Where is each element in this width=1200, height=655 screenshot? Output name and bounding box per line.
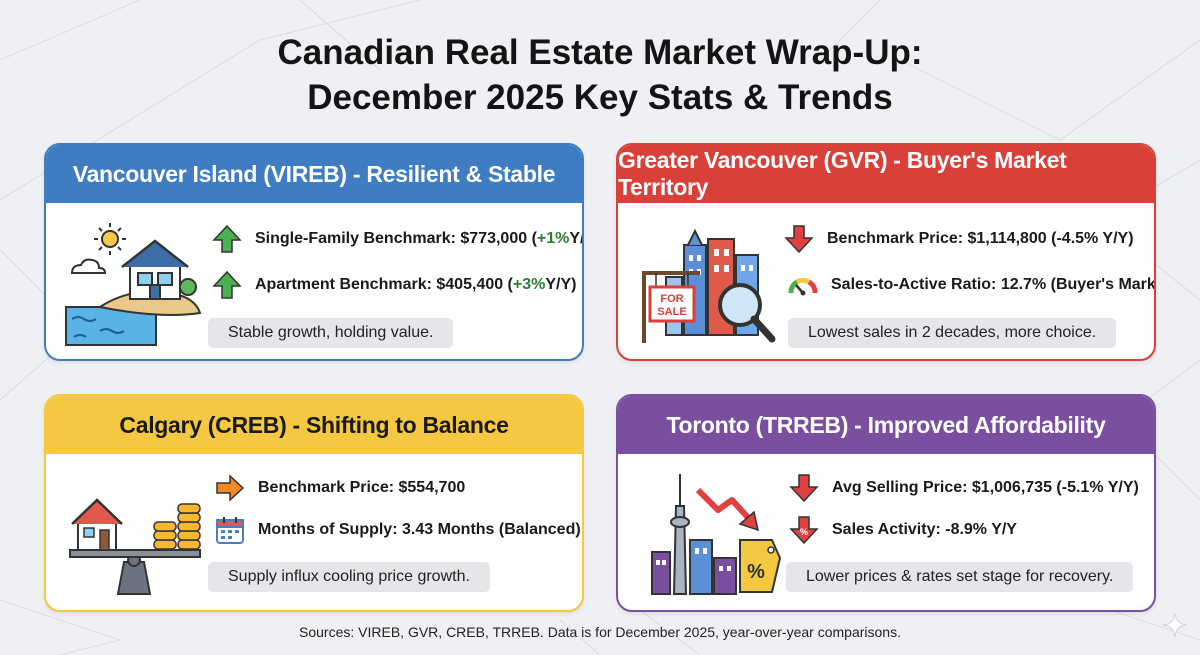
vireb-note: Stable growth, holding value. [208, 318, 454, 348]
title-line-1: Canadian Real Estate Market Wrap-Up: [277, 33, 923, 72]
trreb-stat-sales: % Sales Activity: -8.9% Y/Y [788, 514, 1017, 546]
card-header-gvr: Greater Vancouver (GVR) - Buyer's Market… [618, 145, 1154, 203]
svg-text:%: % [800, 527, 808, 537]
toronto-skyline-icon: % [651, 474, 782, 595]
creb-stat-benchmark: Benchmark Price: $554,700 [214, 472, 465, 504]
vireb-stat-apartment: Apartment Benchmark: $405,400 (+3% Y/Y) [211, 269, 576, 301]
page-title: Canadian Real Estate Market Wrap-Up: Dec… [0, 30, 1200, 120]
down-arrow-icon [789, 474, 819, 503]
title-line-2: December 2025 Key Stats & Trends [307, 78, 893, 117]
svg-text:%: % [747, 561, 765, 583]
trreb-stat2-text: Sales Activity: -8.9% Y/Y [832, 521, 1017, 538]
sign-line-2: SALE [657, 306, 686, 318]
down-arrow-percent-icon: % [789, 516, 819, 545]
gvr-note: Lowest sales in 2 decades, more choice. [788, 318, 1117, 348]
creb-stat-supply: Months of Supply: 3.43 Months (Balanced) [214, 514, 581, 546]
gvr-stat-benchmark: Benchmark Price: $1,114,800 (-4.5% Y/Y) [783, 223, 1134, 255]
card-header-creb: Calgary (CREB) - Shifting to Balance [46, 396, 582, 454]
calendar-icon [216, 517, 244, 544]
sign-line-1: FOR [660, 293, 683, 305]
right-arrow-icon [216, 474, 245, 502]
creb-stat2-text: Months of Supply: 3.43 Months (Balanced) [258, 521, 581, 538]
card-header-trreb: Toronto (TRREB) - Improved Affordability [618, 396, 1154, 454]
vireb-stat1-label: Single-Family Benchmark: $773,000 ( [255, 230, 537, 247]
island-house-icon [65, 223, 202, 346]
card-gvr: Greater Vancouver (GVR) - Buyer's Market… [616, 143, 1156, 361]
gvr-stat1-text: Benchmark Price: $1,114,800 (-4.5% Y/Y) [827, 230, 1134, 247]
for-sale-city-icon: FOR SALE [642, 228, 776, 343]
card-trreb: Toronto (TRREB) - Improved Affordability… [616, 394, 1156, 612]
creb-note: Supply influx cooling price growth. [208, 562, 490, 592]
vireb-stat1-change: +1% [536, 230, 570, 247]
up-arrow-icon [212, 224, 242, 253]
gvr-stat2-text: Sales-to-Active Ratio: 12.7% (Buyer's Ma… [831, 276, 1156, 293]
vireb-stat2-change: +3% [512, 276, 546, 293]
balance-scale-icon [69, 498, 201, 595]
card-creb: Calgary (CREB) - Shifting to Balance Ben… [44, 394, 584, 612]
vireb-stat-single-family: Single-Family Benchmark: $773,000 (+1% Y… [211, 223, 584, 255]
gvr-stat-ratio: Sales-to-Active Ratio: 12.7% (Buyer's Ma… [783, 269, 1156, 301]
down-arrow-icon [784, 225, 814, 254]
trreb-stat-price: Avg Selling Price: $1,006,735 (-5.1% Y/Y… [788, 472, 1139, 504]
up-arrow-icon [212, 270, 242, 299]
sources-footnote: Sources: VIREB, GVR, CREB, TRREB. Data i… [299, 624, 901, 640]
sparkle-icon [1162, 612, 1188, 638]
vireb-stat1-suffix: Y/Y) [569, 230, 584, 247]
trreb-note: Lower prices & rates set stage for recov… [786, 562, 1134, 592]
gauge-icon [788, 277, 818, 296]
vireb-stat2-suffix: Y/Y) [545, 276, 577, 293]
creb-stat1-text: Benchmark Price: $554,700 [258, 479, 466, 496]
vireb-stat2-label: Apartment Benchmark: $405,400 ( [255, 276, 513, 293]
trreb-stat1-text: Avg Selling Price: $1,006,735 (-5.1% Y/Y… [832, 479, 1139, 496]
card-vireb: Vancouver Island (VIREB) - Resilient & S… [44, 143, 584, 361]
card-header-vireb: Vancouver Island (VIREB) - Resilient & S… [46, 145, 582, 203]
